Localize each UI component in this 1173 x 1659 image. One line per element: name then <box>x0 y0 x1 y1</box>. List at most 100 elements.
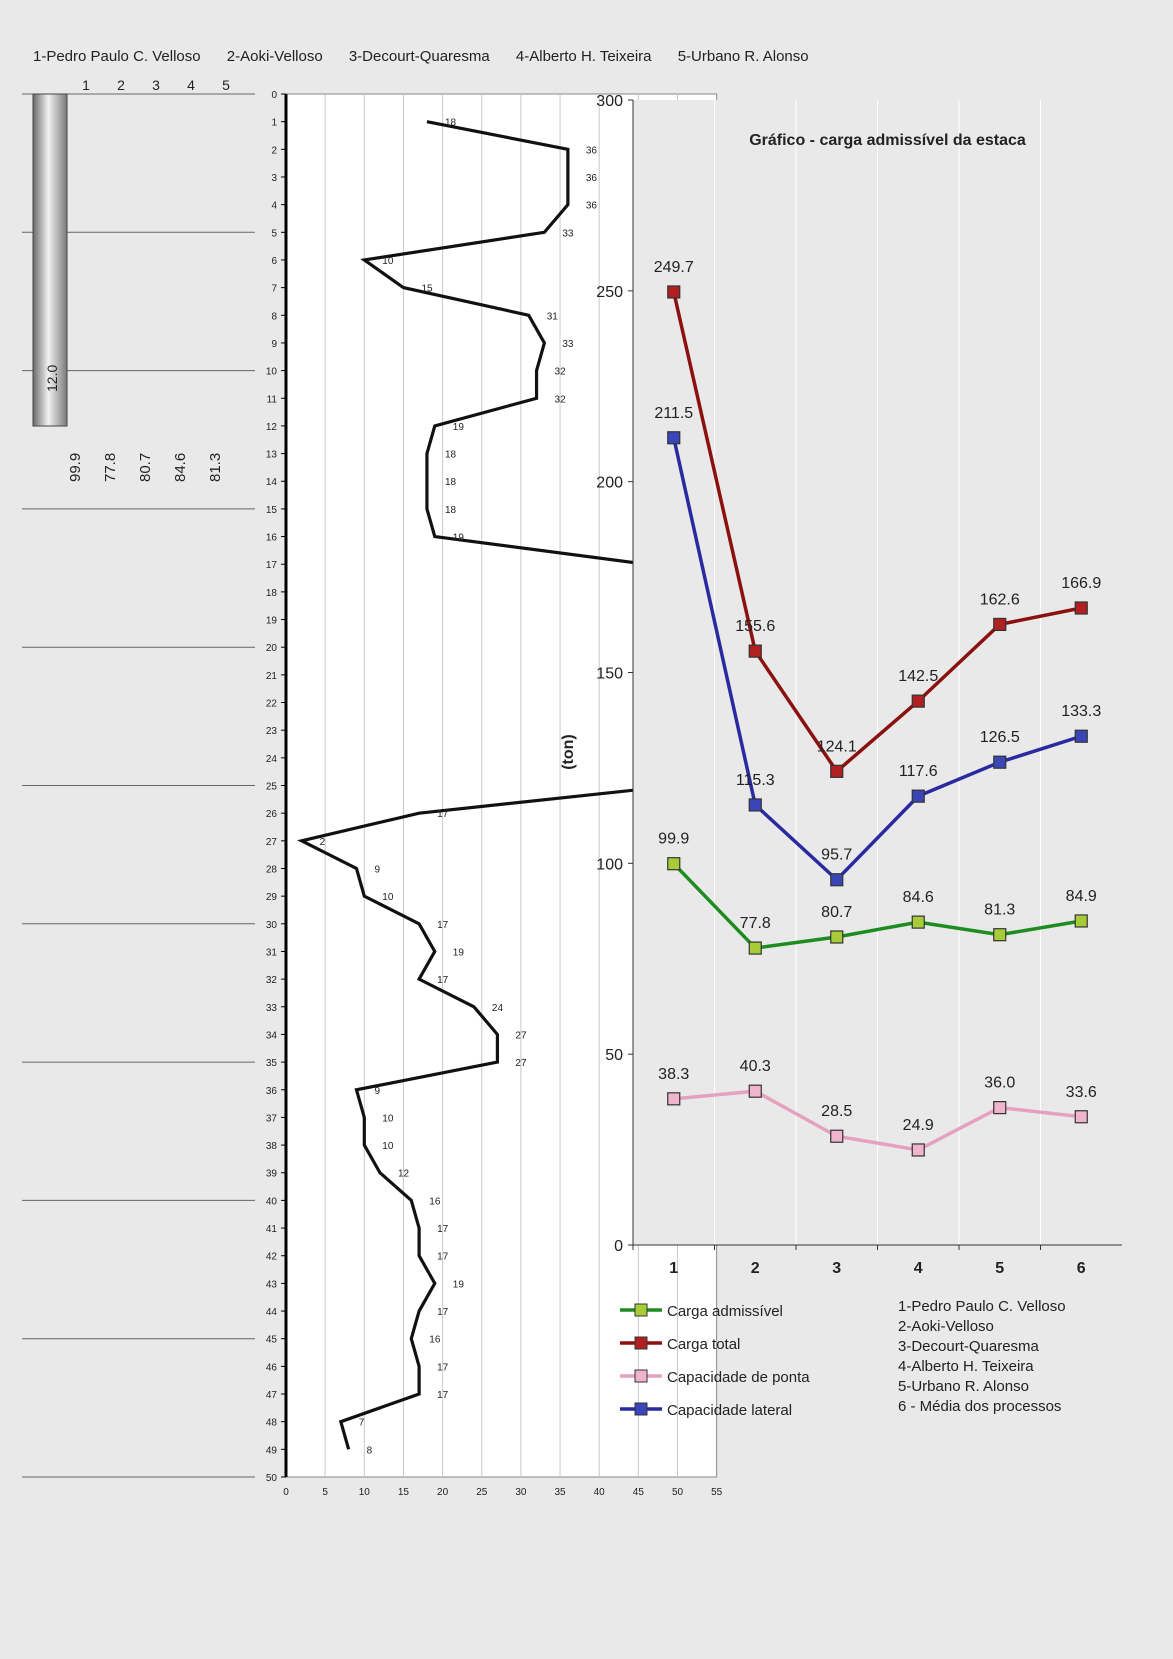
series-data-label: 77.8 <box>740 915 771 932</box>
series-data-label: 80.7 <box>821 904 852 921</box>
load-y-tick-label: 100 <box>596 856 623 873</box>
series-data-label: 33.6 <box>1066 1084 1097 1101</box>
series-data-label: 211.5 <box>654 405 693 422</box>
legend-marker <box>634 1402 648 1416</box>
series-data-label: 84.6 <box>903 889 934 906</box>
series-data-label: 40.3 <box>740 1058 771 1075</box>
legend-method: 3-Decourt-Quaresma <box>898 1338 1040 1355</box>
spt-depth-tick-label: 19 <box>266 616 278 627</box>
series-data-label: 142.5 <box>898 668 938 685</box>
spt-depth-tick-label: 9 <box>271 339 277 350</box>
spt-depth-tick-label: 31 <box>266 947 278 958</box>
spt-depth-tick-label: 34 <box>266 1030 278 1041</box>
pile-method-number: 2 <box>117 77 125 93</box>
spt-depth-tick-label: 3 <box>271 173 277 184</box>
spt-depth-tick-label: 11 <box>267 394 278 405</box>
spt-data-label: 19 <box>453 1279 465 1290</box>
load-y-tick-label: 250 <box>596 284 623 301</box>
spt-data-label: 10 <box>382 892 394 903</box>
spt-data-label: 36 <box>586 173 598 184</box>
series-data-label: 166.9 <box>1061 575 1101 592</box>
legend-label: Capacidade lateral <box>667 1402 792 1419</box>
spt-x-tick-label: 50 <box>672 1487 684 1498</box>
spt-depth-tick-label: 18 <box>266 588 278 599</box>
pile-method-number: 1 <box>82 77 90 93</box>
pile-method-load: 80.7 <box>137 453 154 482</box>
series-data-label: 99.9 <box>658 831 689 848</box>
series-marker <box>911 694 925 708</box>
spt-data-label: 10 <box>382 1141 394 1152</box>
series-marker <box>993 617 1007 632</box>
series-data-label: 38.3 <box>658 1066 689 1083</box>
spt-depth-tick-label: 13 <box>266 450 278 461</box>
pile-length-label: 12.0 <box>44 365 60 392</box>
load-y-tick-label: 50 <box>605 1047 623 1064</box>
load-y-tick-label: 0 <box>614 1238 623 1255</box>
spt-data-label: 17 <box>437 1362 449 1373</box>
spt-data-label: 19 <box>453 533 465 544</box>
spt-data-label: 12 <box>398 1169 410 1180</box>
spt-depth-tick-label: 48 <box>266 1418 278 1429</box>
spt-depth-tick-label: 5 <box>271 228 277 239</box>
spt-depth-tick-label: 2 <box>271 145 277 156</box>
spt-data-label: 9 <box>374 864 380 875</box>
series-data-label: 84.9 <box>1066 888 1097 905</box>
methods-header: 1-Pedro Paulo C. Velloso 2-Aoki-Velloso … <box>33 48 831 65</box>
spt-data-label: 18 <box>445 505 457 516</box>
spt-depth-tick-label: 45 <box>266 1335 278 1346</box>
spt-depth-tick-label: 7 <box>271 284 277 295</box>
header-method-2: 2-Aoki-Velloso <box>226 48 323 65</box>
spt-depth-tick-label: 29 <box>266 892 278 903</box>
spt-depth-tick-label: 43 <box>266 1279 278 1290</box>
spt-depth-tick-label: 23 <box>266 726 278 737</box>
header-method-4: 4-Alberto H. Teixeira <box>515 48 652 65</box>
load-x-tick-label: 4 <box>914 1260 923 1277</box>
series-marker <box>911 915 925 929</box>
spt-data-label: 33 <box>562 339 574 350</box>
series-line <box>672 291 1082 774</box>
pile-panel: 12.0 1 2 3 4 5 99.9 77.8 80.7 84.6 81.3 <box>22 77 255 1478</box>
legend-marker <box>634 1303 648 1317</box>
spt-depth-tick-label: 27 <box>266 837 278 848</box>
series-marker <box>748 798 762 812</box>
pile-method-number: 3 <box>152 77 160 93</box>
spt-x-tick-label: 5 <box>322 1487 328 1498</box>
spt-depth-tick-label: 26 <box>266 809 278 820</box>
spt-x-tick-label: 0 <box>283 1487 289 1498</box>
series-marker <box>1074 601 1088 615</box>
spt-depth-tick-label: 42 <box>266 1252 278 1263</box>
pile-method-number: 4 <box>187 77 195 93</box>
spt-depth-tick-label: 21 <box>266 671 278 682</box>
series-marker <box>748 941 762 955</box>
load-y-tick-label: 300 <box>596 93 623 110</box>
series-marker <box>1074 1110 1088 1124</box>
spt-data-label: 16 <box>429 1196 441 1207</box>
series-data-label: 81.3 <box>984 902 1015 919</box>
series-data-label: 36.0 <box>984 1075 1015 1092</box>
load-x-tick-label: 6 <box>1077 1260 1086 1277</box>
series-line <box>672 437 1082 883</box>
series-marker <box>1074 914 1088 928</box>
spt-depth-tick-label: 30 <box>266 920 278 931</box>
series-marker <box>830 930 844 944</box>
spt-x-tick-label: 15 <box>398 1487 410 1498</box>
spt-data-label: 36 <box>586 145 598 156</box>
spt-data-label: 18 <box>445 450 457 461</box>
pile-method-number: 5 <box>222 77 230 93</box>
legend-method: 2-Aoki-Velloso <box>898 1318 994 1335</box>
series-data-label: 115.3 <box>736 772 775 789</box>
legend-label: Capacidade de ponta <box>667 1369 810 1386</box>
series-marker <box>748 1084 762 1098</box>
pile-method-load: 99.9 <box>67 453 84 482</box>
spt-data-label: 17 <box>437 809 449 820</box>
spt-data-label: 19 <box>453 947 465 958</box>
spt-depth-tick-label: 25 <box>266 782 278 793</box>
spt-depth-tick-label: 39 <box>266 1169 278 1180</box>
series-marker <box>1074 729 1088 743</box>
header-method-5: 5-Urbano R. Alonso <box>677 48 809 65</box>
series-marker <box>667 285 681 299</box>
spt-x-tick-label: 25 <box>476 1487 488 1498</box>
legend-method: 5-Urbano R. Alonso <box>898 1378 1029 1395</box>
series-marker <box>667 1092 681 1106</box>
